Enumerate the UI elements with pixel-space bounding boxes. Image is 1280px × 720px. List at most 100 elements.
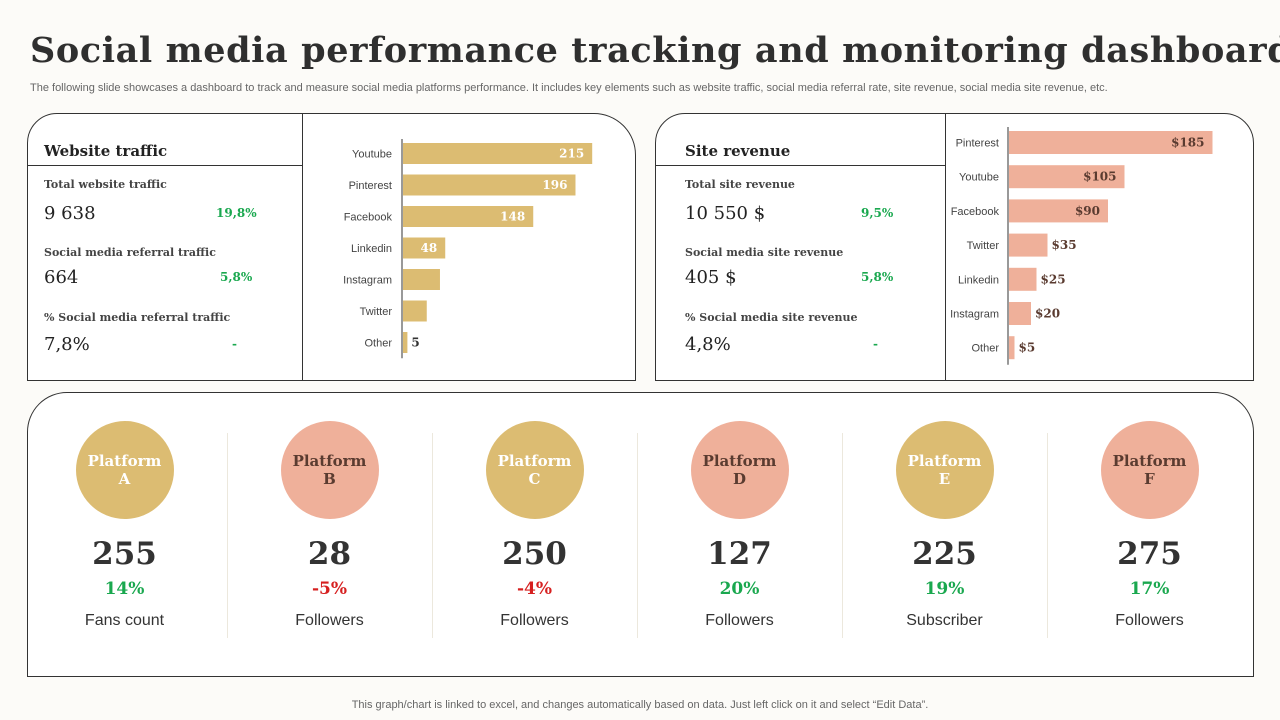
kpi-label: Social media site revenue: [685, 246, 844, 259]
category-label: Instagram: [950, 309, 999, 321]
platform-badge: Platform E: [895, 421, 994, 519]
platform-metric: Fans count: [84, 612, 165, 629]
platform-badge: Platform C: [485, 421, 584, 519]
platform-count: 127: [707, 536, 772, 572]
platform-separator: [227, 433, 228, 638]
category-label: Other: [971, 343, 999, 355]
site-revenue-panel: Site revenue Total site revenue 10 550 $…: [655, 113, 1254, 381]
page-subtitle: The following slide showcases a dashboar…: [30, 82, 1108, 94]
data-label: 215: [559, 147, 584, 161]
platform-card: Platform C 250 -4% Followers: [432, 421, 637, 631]
data-label: 27: [431, 304, 448, 318]
kpi-value: 7,8%: [44, 334, 90, 355]
platform-separator: [1047, 433, 1048, 638]
platform-count: 275: [1117, 536, 1182, 572]
kpi-change: 5,8%: [220, 270, 253, 284]
category-label: Linkedin: [351, 243, 392, 255]
platform-change: -5%: [311, 579, 348, 599]
platform-letter: E: [938, 470, 951, 488]
kpi-change: 9,5%: [861, 206, 894, 220]
platform-separator: [432, 433, 433, 638]
platform-name: Platform: [907, 452, 982, 470]
panel-vertical-divider: [945, 114, 946, 380]
platform-letter: B: [323, 470, 336, 488]
bar: [403, 269, 440, 290]
bar: [403, 143, 593, 164]
category-label: Pinterest: [349, 180, 392, 192]
platform-change: 19%: [924, 579, 965, 599]
category-label: Youtube: [352, 149, 392, 161]
bar: [1009, 267, 1037, 291]
category-label: Youtube: [959, 172, 999, 184]
platform-letter: C: [528, 470, 541, 488]
category-label: Facebook: [951, 206, 1000, 218]
panel-header-divider: [28, 165, 303, 166]
platform-metric: Followers: [1115, 612, 1184, 629]
platform-change: 14%: [104, 579, 145, 599]
data-label: 48: [421, 241, 438, 255]
category-label: Linkedin: [958, 274, 999, 286]
kpi-change: 19,8%: [216, 206, 257, 220]
platform-card: Platform B 28 -5% Followers: [227, 421, 432, 631]
category-label: Facebook: [344, 212, 393, 224]
category-label: Other: [364, 338, 392, 350]
platform-name: Platform: [292, 452, 367, 470]
category-label: Twitter: [360, 306, 393, 318]
panel-header-divider: [656, 165, 946, 166]
platform-letter: A: [118, 470, 131, 488]
kpi-label: Total website traffic: [44, 178, 167, 191]
kpi-value: 405 $: [685, 267, 737, 288]
kpi-label: Total site revenue: [685, 178, 795, 191]
kpi-change: 5,8%: [861, 270, 894, 284]
site-revenue-bar-chart: Pinterest $185 Youtube $105 Facebook $90 Twitt…: [950, 127, 1213, 365]
platform-name: Platform: [497, 452, 572, 470]
data-label: 196: [542, 178, 567, 192]
bar: [1009, 131, 1213, 154]
kpi-change: -: [873, 337, 878, 351]
data-label: $105: [1083, 170, 1116, 184]
data-label: $5: [1019, 341, 1036, 355]
platform-change: 20%: [719, 579, 760, 599]
platform-name: Platform: [87, 452, 162, 470]
bar: [1009, 165, 1125, 189]
platform-letter: D: [732, 470, 746, 488]
bar: [403, 332, 408, 353]
platform-count: 28: [307, 536, 352, 572]
category-label: Instagram: [343, 275, 392, 287]
platforms-panel: Platform A 255 14% Fans count Platform B 28 -5% F…: [27, 392, 1254, 677]
website-traffic-bar-chart: Youtube 215 Pinterest 196 Facebook 148 Linkedi…: [343, 139, 593, 359]
footer-note: This graph/chart is linked to excel, and…: [351, 699, 929, 711]
bar: [403, 237, 446, 259]
kpi-value: 4,8%: [685, 334, 731, 355]
platform-count: 225: [912, 536, 977, 572]
platform-separator: [637, 433, 638, 638]
platform-metric: Followers: [705, 612, 774, 629]
kpi-value: 664: [44, 267, 79, 288]
bar: [1009, 233, 1048, 257]
platform-badge: Platform D: [690, 421, 789, 519]
platform-name: Platform: [702, 452, 777, 470]
platform-change: -4%: [516, 579, 553, 599]
platform-name: Platform: [1112, 452, 1187, 470]
kpi-label: % Social media site revenue: [685, 311, 858, 324]
platform-count: 250: [502, 536, 567, 572]
category-label: Twitter: [967, 240, 1000, 252]
platform-separator: [842, 433, 843, 638]
data-label: $90: [1075, 204, 1100, 218]
site-revenue-title: Site revenue: [685, 142, 791, 160]
panel-vertical-divider: [302, 114, 303, 380]
platform-card: Platform E 225 19% Subscriber: [842, 421, 1047, 631]
data-label: 148: [500, 210, 525, 224]
page-title: Social media performance tracking and mo…: [30, 30, 1280, 71]
platform-badge: Platform B: [280, 421, 379, 519]
platform-badge: Platform A: [75, 421, 174, 519]
kpi-label: Social media referral traffic: [44, 246, 216, 259]
data-label: 5: [411, 336, 419, 350]
bar: [1009, 199, 1108, 223]
data-label: $35: [1052, 238, 1077, 252]
platform-metric: Followers: [500, 612, 569, 629]
bar: [403, 206, 534, 227]
bar: [403, 174, 576, 196]
data-label: $20: [1035, 307, 1060, 321]
platform-change: 17%: [1129, 579, 1170, 599]
